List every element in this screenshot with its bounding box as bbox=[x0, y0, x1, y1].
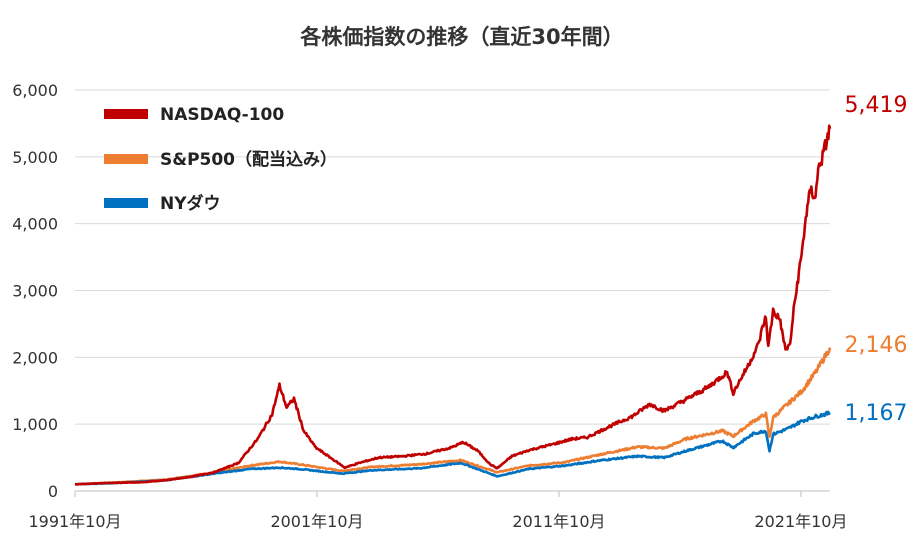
end-value-labels: 5,419 2,146 1,167 bbox=[845, 93, 908, 426]
x-tick-label: 2011年10月 bbox=[512, 512, 605, 531]
y-tick-label: 0 bbox=[48, 482, 58, 501]
y-tick-label: 6,000 bbox=[12, 81, 58, 100]
legend-label-2: NYダウ bbox=[160, 193, 221, 214]
legend: NASDAQ-100 S&P500（配当込み） NYダウ bbox=[104, 105, 337, 214]
y-tick-label: 4,000 bbox=[12, 215, 58, 234]
x-tick-label: 1991年10月 bbox=[28, 512, 121, 531]
series-lines bbox=[74, 124, 832, 486]
x-axis-ticks: 1991年10月 2001年10月 2011年10月 2021年10月 bbox=[28, 491, 848, 531]
y-tick-label: 5,000 bbox=[12, 148, 58, 167]
legend-swatch-1 bbox=[104, 154, 148, 164]
legend-label-1: S&P500（配当込み） bbox=[160, 149, 337, 170]
end-label-0: 5,419 bbox=[845, 93, 908, 118]
gridlines bbox=[75, 89, 830, 492]
y-tick-label: 3,000 bbox=[12, 282, 58, 301]
x-tick-label: 2021年10月 bbox=[754, 512, 847, 531]
chart-title: 各株価指数の推移（直近30年間） bbox=[299, 25, 623, 49]
legend-swatch-2 bbox=[104, 198, 148, 208]
x-tick-label: 2001年10月 bbox=[270, 512, 363, 531]
y-tick-label: 2,000 bbox=[12, 348, 58, 367]
legend-swatch-0 bbox=[104, 109, 148, 119]
series-line-0 bbox=[74, 124, 832, 486]
y-axis-ticks: 0 1,000 2,000 3,000 4,000 5,000 6,000 bbox=[12, 81, 58, 501]
legend-label-0: NASDAQ-100 bbox=[160, 105, 284, 125]
end-label-1: 2,146 bbox=[845, 333, 908, 358]
end-label-2: 1,167 bbox=[845, 401, 908, 426]
y-tick-label: 1,000 bbox=[12, 415, 58, 434]
